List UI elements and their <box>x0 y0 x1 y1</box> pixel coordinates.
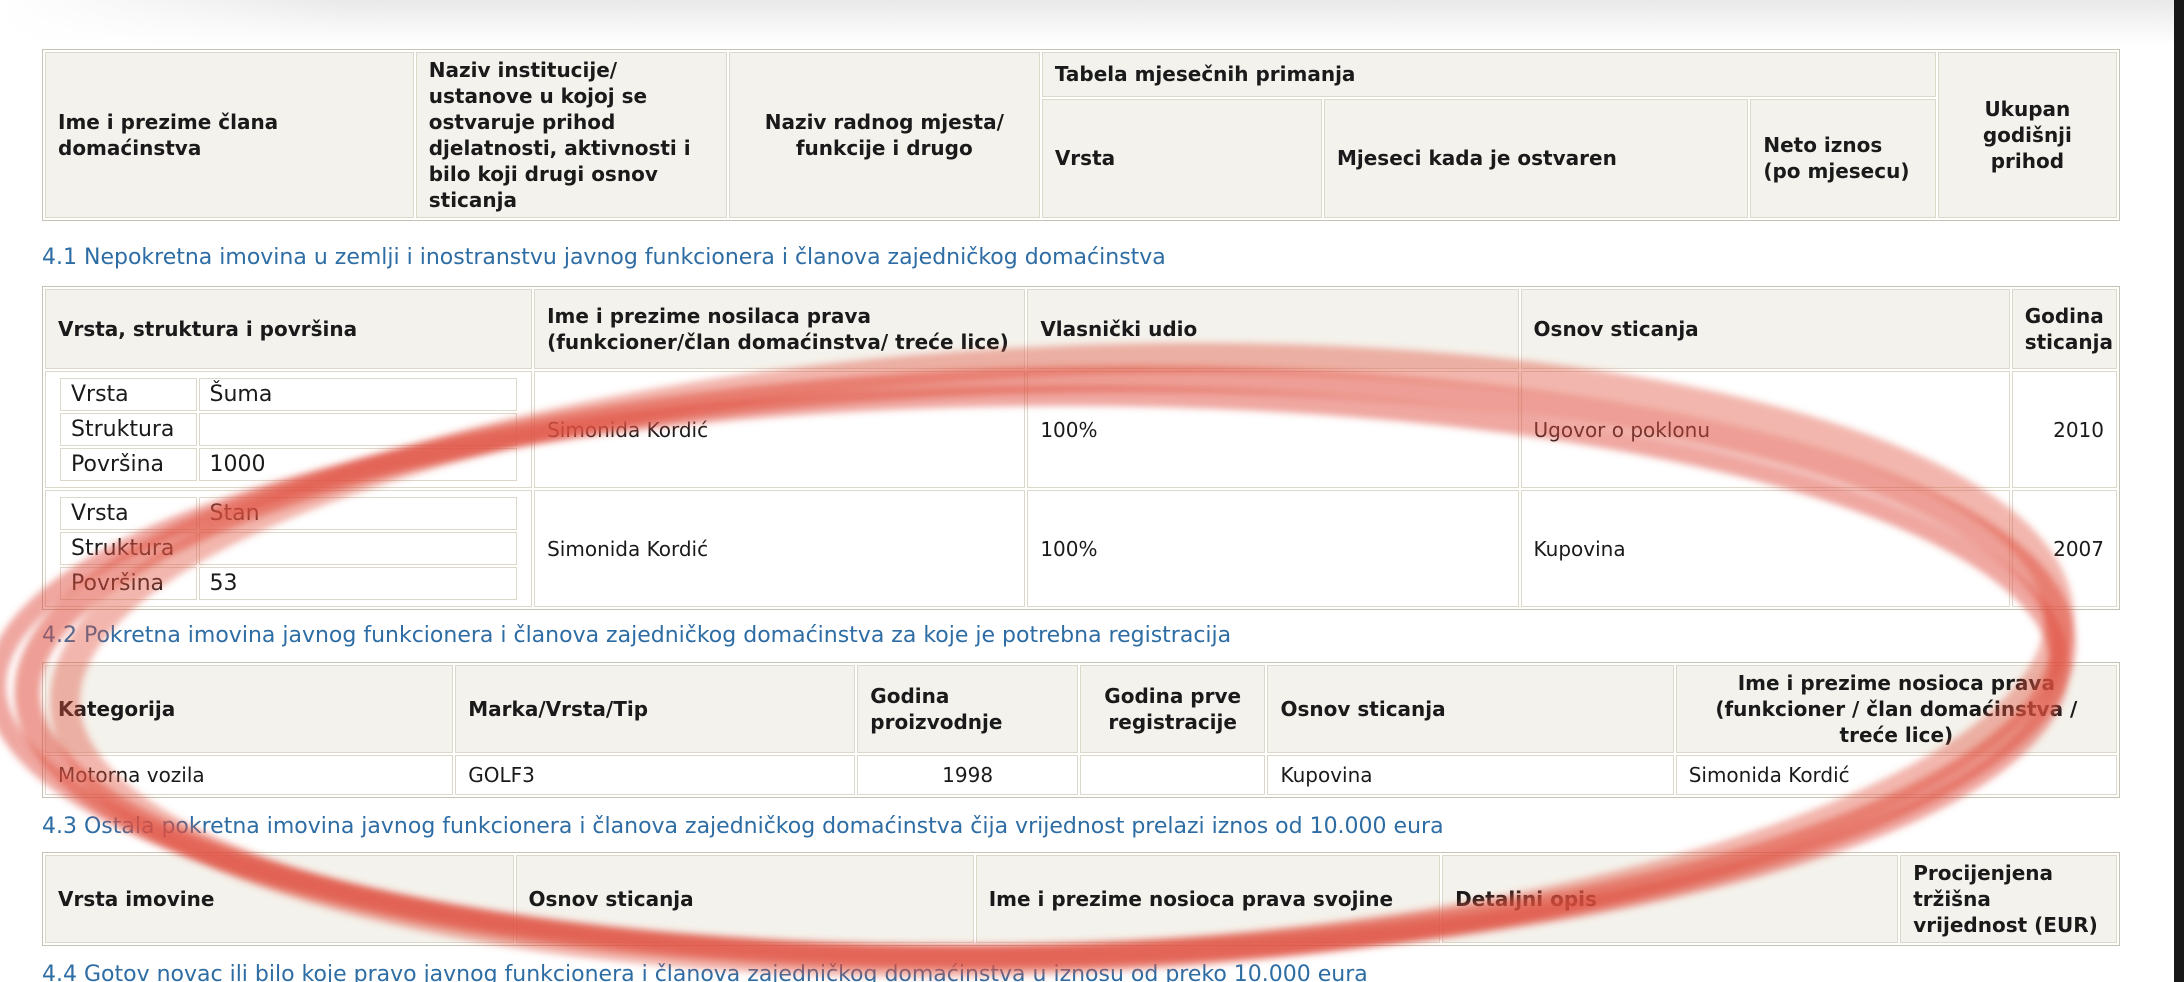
sublabel-struktura: Struktura <box>60 413 197 446</box>
cell-first-registration <box>1079 755 1266 795</box>
property-detail-cell: Vrsta Stan Struktura Površina 53 <box>45 490 533 607</box>
sublabel-povrsina: Površina <box>60 567 197 600</box>
subvalue-povrsina: 1000 <box>198 448 518 481</box>
cell-year: 2007 <box>2011 490 2117 607</box>
cell-year: 2010 <box>2011 371 2117 488</box>
real-estate-table: Vrsta, struktura i površina Ime i prezim… <box>42 286 2120 610</box>
sublabel-povrsina: Površina <box>60 448 197 481</box>
top-shadow <box>0 0 2184 46</box>
cell-holder: Simonida Kordić <box>534 371 1026 488</box>
cell-basis: Kupovina <box>1267 755 1674 795</box>
cell-make: GOLF3 <box>455 755 856 795</box>
header-income-net: Neto iznos (po mjesecu) <box>1750 98 1936 218</box>
header-category: Kategorija <box>45 665 454 753</box>
header-production-year: Godina proizvodnje <box>857 665 1078 753</box>
header-institution: Naziv institucije/ ustanove u kojoj se o… <box>415 52 727 218</box>
header-rights-holder: Ime i prezime nosilaca prava (funkcioner… <box>534 289 1026 369</box>
header-asset-type: Vrsta imovine <box>45 855 514 943</box>
cell-holder: Simonida Kordić <box>1675 755 2117 795</box>
header-detailed-description: Detaljni opis <box>1442 855 1899 943</box>
cell-share: 100% <box>1027 490 1519 607</box>
subvalue-povrsina: 53 <box>198 567 518 600</box>
table-row: Motorna vozila GOLF3 1998 Kupovina Simon… <box>45 755 2117 795</box>
cell-share: 100% <box>1027 371 1519 488</box>
cell-holder: Simonida Kordić <box>534 490 1026 607</box>
vehicles-table: Kategorija Marka/Vrsta/Tip Godina proizv… <box>42 662 2120 798</box>
cell-basis: Kupovina <box>1520 490 2010 607</box>
header-ownership-rights-holder: Ime i prezime nosioca prava svojine <box>975 855 1441 943</box>
header-income-months: Mjeseci kada je ostvaren <box>1323 98 1749 218</box>
header-job: Naziv radnog mjesta/ funkcije i drugo <box>728 52 1040 218</box>
header-rights-holder: Ime i prezime nosioca prava (funkcioner … <box>1675 665 2117 753</box>
header-monthly-income-group: Tabela mjesečnih primanja <box>1041 52 1936 97</box>
cell-production-year: 1998 <box>857 755 1078 795</box>
header-make-type: Marka/Vrsta/Tip <box>455 665 856 753</box>
section-4-2-title[interactable]: 4.2 Pokretna imovina javnog funkcionera … <box>42 623 1232 648</box>
sublabel-vrsta: Vrsta <box>60 497 197 530</box>
header-total-annual: Ukupan godišnji prihod <box>1937 52 2117 218</box>
sublabel-struktura: Struktura <box>60 532 197 565</box>
window-edge-bar <box>2174 0 2184 982</box>
property-detail-subtable: Vrsta Šuma Struktura Površina 1000 <box>58 376 519 483</box>
header-acquisition-basis: Osnov sticanja <box>1267 665 1674 753</box>
other-movable-assets-table: Vrsta imovine Osnov sticanja Ime i prezi… <box>42 852 2120 946</box>
header-acquisition-basis: Osnov sticanja <box>515 855 974 943</box>
header-acquisition-year: Godina sticanja <box>2011 289 2117 369</box>
cell-category: Motorna vozila <box>45 755 454 795</box>
header-type-structure-area: Vrsta, struktura i površina <box>45 289 533 369</box>
header-first-registration-year: Godina prve registracije <box>1079 665 1266 753</box>
header-acquisition-basis: Osnov sticanja <box>1520 289 2010 369</box>
section-4-3-title[interactable]: 4.3 Ostala pokretna imovina javnog funkc… <box>42 814 1444 839</box>
header-member: Ime i prezime člana domaćinstva <box>45 52 414 218</box>
subvalue-struktura <box>198 532 518 565</box>
header-estimated-market-value: Procijenjena tržišna vrijednost (EUR) <box>1900 855 2117 943</box>
cell-basis: Ugovor o poklonu <box>1520 371 2010 488</box>
subvalue-vrsta: Stan <box>198 497 518 530</box>
property-detail-subtable: Vrsta Stan Struktura Površina 53 <box>58 495 519 602</box>
subvalue-vrsta: Šuma <box>198 378 518 411</box>
sublabel-vrsta: Vrsta <box>60 378 197 411</box>
subvalue-struktura <box>198 413 518 446</box>
property-detail-cell: Vrsta Šuma Struktura Površina 1000 <box>45 371 533 488</box>
monthly-income-table: Ime i prezime člana domaćinstva Naziv in… <box>42 49 2120 221</box>
table-row: Vrsta Šuma Struktura Površina 1000 Simon… <box>45 371 2117 488</box>
section-4-4-title[interactable]: 4.4 Gotov novac ili bilo koje pravo javn… <box>42 962 1368 982</box>
table-row: Vrsta Stan Struktura Površina 53 Simonid… <box>45 490 2117 607</box>
header-ownership-share: Vlasnički udio <box>1027 289 1519 369</box>
section-4-1-title[interactable]: 4.1 Nepokretna imovina u zemlji i inostr… <box>42 245 1166 270</box>
header-income-type: Vrsta <box>1041 98 1322 218</box>
